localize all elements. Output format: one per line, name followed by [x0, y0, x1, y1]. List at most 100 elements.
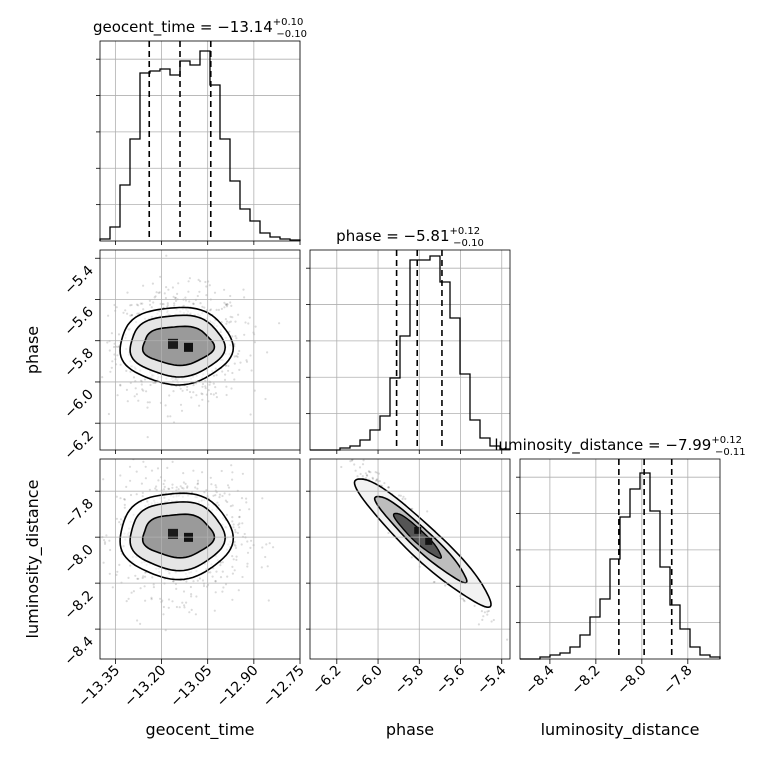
scatter-point [230, 304, 233, 307]
density-peak [184, 342, 193, 352]
scatter-point [212, 393, 215, 396]
scatter-point [204, 280, 207, 284]
scatter-point [172, 580, 175, 583]
scatter-point [212, 374, 216, 377]
scatter-point [244, 321, 247, 324]
scatter-point [224, 499, 227, 502]
scatter-point [144, 465, 147, 468]
scatter-point [188, 390, 192, 394]
scatter-point [112, 345, 116, 349]
scatter-point [177, 282, 180, 285]
panel-frame-geocent_time-luminosity_distance [99, 458, 301, 660]
scatter-point [225, 385, 228, 388]
scatter-point [164, 454, 166, 456]
scatter-point [214, 580, 217, 583]
scatter-point [230, 387, 233, 390]
scatter-point [135, 470, 138, 473]
scatter-point [229, 301, 232, 304]
scatter-point [134, 574, 137, 577]
scatter-point [192, 391, 195, 394]
scatter-point [215, 491, 218, 494]
scatter-point [178, 606, 181, 609]
scatter-point [231, 335, 234, 338]
scatter-point [351, 459, 354, 461]
scatter-point [116, 394, 119, 397]
scatter-point [217, 504, 220, 507]
scatter-point [109, 370, 112, 373]
scatter-point [231, 572, 234, 575]
scatter-point [180, 409, 184, 412]
scatter-point [115, 573, 118, 577]
scatter-point [229, 320, 232, 323]
scatter-point [218, 493, 222, 496]
scatter-point [119, 474, 122, 477]
scatter-point [366, 474, 369, 477]
scatter-point [164, 629, 167, 632]
scatter-point [146, 401, 149, 404]
scatter-point [356, 475, 359, 478]
scatter-point [221, 561, 224, 564]
scatter-point [142, 284, 145, 287]
scatter-point [215, 486, 218, 489]
scatter-point [88, 337, 90, 339]
scatter-point [214, 484, 217, 487]
scatter-point [196, 482, 200, 485]
scatter-point [103, 539, 106, 542]
scatter-point [243, 333, 246, 336]
histogram-geocent_time [99, 50, 301, 241]
scatter-point [267, 599, 270, 602]
y-tick-label: −8.0 [61, 542, 96, 577]
scatter-point [246, 565, 249, 568]
scatter-point [200, 392, 203, 395]
scatter-point [433, 580, 436, 584]
scatter-point [324, 416, 326, 418]
scatter-point [186, 486, 189, 489]
scatter-point [226, 500, 229, 504]
scatter-point [247, 322, 250, 325]
histogram-frame-phase [309, 249, 511, 451]
scatter-point [97, 518, 99, 520]
scatter-point [183, 606, 186, 609]
scatter-point [246, 540, 249, 543]
scatter-point [141, 495, 144, 498]
scatter-point [157, 479, 160, 482]
scatter-point [167, 288, 170, 291]
scatter-point [217, 308, 220, 311]
scatter-point [231, 555, 234, 558]
scatter-point [146, 406, 149, 409]
histogram-frame-luminosity_distance [519, 458, 721, 660]
x-tick-label: −5.4 [474, 662, 509, 697]
panel-frame-geocent_time-phase [99, 249, 301, 451]
scatter-point [221, 570, 224, 573]
title-plus: +0.12 [711, 435, 742, 446]
scatter-point [108, 539, 111, 542]
scatter-point [126, 291, 129, 294]
scatter-point [202, 584, 206, 588]
scatter-point [153, 296, 156, 299]
scatter-point [174, 299, 178, 302]
scatter-point [482, 615, 485, 618]
scatter-point [152, 586, 155, 589]
scatter-point [245, 359, 248, 362]
scatter-point [387, 486, 390, 489]
scatter-point [106, 341, 109, 344]
scatter-point [209, 476, 212, 479]
scatter-point [234, 320, 237, 323]
scatter-point [164, 296, 167, 300]
scatter-point [399, 494, 402, 497]
scatter-point [219, 576, 223, 579]
scatter-point [245, 497, 248, 500]
title-plus: +0.10 [273, 17, 304, 28]
scatter-point [236, 531, 239, 535]
scatter-point [118, 563, 121, 567]
scatter-point [129, 314, 132, 317]
scatter-point [383, 482, 386, 485]
density-peak [425, 537, 433, 545]
scatter-point [166, 304, 169, 307]
scatter-point [154, 487, 157, 490]
scatter-point [137, 399, 140, 402]
scatter-point [165, 286, 168, 289]
scatter-point [143, 585, 146, 588]
scatter-point [130, 313, 134, 317]
